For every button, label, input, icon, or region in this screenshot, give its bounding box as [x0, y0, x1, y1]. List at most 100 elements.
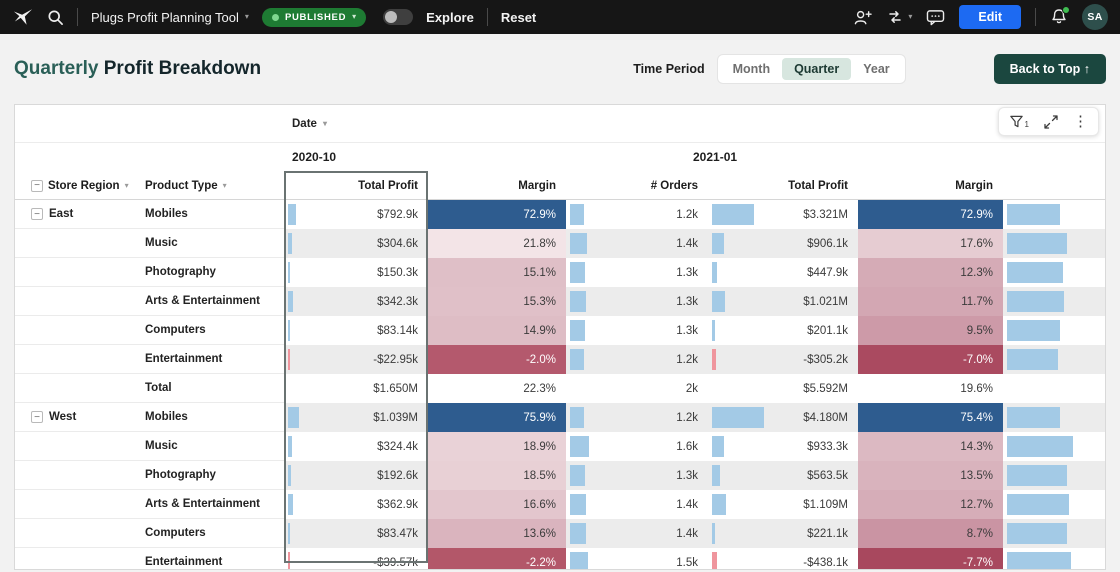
margin-cell[interactable]: 75.9%: [428, 403, 566, 432]
total-profit-cell[interactable]: $447.9k: [708, 258, 858, 287]
orders-cell[interactable]: 1.4k: [566, 519, 708, 548]
notifications-bell-icon[interactable]: [1050, 6, 1070, 26]
product-cell[interactable]: Arts & Entertainment: [141, 287, 284, 316]
explore-toggle[interactable]: [383, 9, 414, 25]
product-type-header[interactable]: Product Type ▾: [141, 172, 284, 199]
more-options-icon[interactable]: ⋮: [1073, 113, 1088, 130]
expand-icon[interactable]: [1044, 114, 1058, 129]
total-profit-cell[interactable]: $304.6k: [284, 229, 428, 258]
segment-quarter[interactable]: Quarter: [782, 58, 852, 80]
orders-cell[interactable]: 2k: [566, 374, 708, 403]
margin-cell[interactable]: 18.9%: [428, 432, 566, 461]
document-title-dropdown[interactable]: Plugs Profit Planning Tool ▾: [91, 10, 249, 25]
product-cell[interactable]: Entertainment: [141, 548, 284, 569]
orders-cell[interactable]: 1.4k: [566, 229, 708, 258]
total-profit-cell[interactable]: $342.3k: [284, 287, 428, 316]
orders-cell[interactable]: [1003, 432, 1105, 461]
orders-cell[interactable]: [1003, 200, 1105, 229]
published-badge[interactable]: PUBLISHED ▾: [261, 7, 367, 27]
orders-cell[interactable]: 1.3k: [566, 316, 708, 345]
margin-cell[interactable]: 19.6%: [858, 374, 1003, 403]
orders-cell[interactable]: [1003, 548, 1105, 569]
total-profit-cell[interactable]: $192.6k: [284, 461, 428, 490]
total-profit-header[interactable]: Total Profit: [358, 179, 418, 192]
total-profit-cell[interactable]: $1.109M: [708, 490, 858, 519]
total-profit-cell[interactable]: -$39.57k: [284, 548, 428, 569]
orders-cell[interactable]: 1.3k: [566, 287, 708, 316]
total-profit-cell[interactable]: $1.039M: [284, 403, 428, 432]
product-cell[interactable]: Mobiles: [141, 403, 284, 432]
orders-cell[interactable]: [1003, 519, 1105, 548]
margin-cell[interactable]: 22.3%: [428, 374, 566, 403]
orders-cell[interactable]: [1003, 490, 1105, 519]
orders-header[interactable]: # Orders: [650, 179, 698, 192]
margin-header[interactable]: Margin: [955, 179, 993, 192]
product-cell[interactable]: Entertainment: [141, 345, 284, 374]
margin-cell[interactable]: 72.9%: [428, 200, 566, 229]
margin-cell[interactable]: 9.5%: [858, 316, 1003, 345]
margin-cell[interactable]: -7.0%: [858, 345, 1003, 374]
filter-icon[interactable]: 1: [1009, 114, 1029, 129]
region-cell[interactable]: − West: [15, 403, 141, 432]
total-profit-cell[interactable]: $324.4k: [284, 432, 428, 461]
margin-cell[interactable]: 14.9%: [428, 316, 566, 345]
margin-cell[interactable]: 18.5%: [428, 461, 566, 490]
product-cell[interactable]: Total: [141, 374, 284, 403]
edit-button[interactable]: Edit: [959, 5, 1021, 29]
orders-cell[interactable]: [1003, 287, 1105, 316]
collapse-icon[interactable]: −: [31, 179, 43, 192]
margin-cell[interactable]: 12.7%: [858, 490, 1003, 519]
orders-cell[interactable]: 1.2k: [566, 345, 708, 374]
orders-cell[interactable]: 1.2k: [566, 403, 708, 432]
total-profit-cell[interactable]: $1.650M: [284, 374, 428, 403]
app-logo-icon[interactable]: [12, 7, 34, 27]
orders-cell[interactable]: [1003, 258, 1105, 287]
reset-button[interactable]: Reset: [500, 9, 537, 25]
total-profit-cell[interactable]: $83.14k: [284, 316, 428, 345]
margin-cell[interactable]: 72.9%: [858, 200, 1003, 229]
margin-cell[interactable]: 12.3%: [858, 258, 1003, 287]
product-cell[interactable]: Computers: [141, 316, 284, 345]
orders-cell[interactable]: [1003, 374, 1105, 403]
margin-cell[interactable]: -7.7%: [858, 548, 1003, 569]
region-cell[interactable]: − East: [15, 200, 141, 229]
orders-cell[interactable]: 1.5k: [566, 548, 708, 569]
date-column-dropdown[interactable]: Date ▾: [292, 118, 327, 130]
invite-user-icon[interactable]: [853, 9, 873, 26]
total-profit-cell[interactable]: $4.180M: [708, 403, 858, 432]
total-profit-cell[interactable]: -$305.2k: [708, 345, 858, 374]
margin-cell[interactable]: -2.0%: [428, 345, 566, 374]
orders-cell[interactable]: 1.2k: [566, 200, 708, 229]
total-profit-header[interactable]: Total Profit: [788, 179, 848, 192]
margin-cell[interactable]: 21.8%: [428, 229, 566, 258]
product-cell[interactable]: Photography: [141, 258, 284, 287]
total-profit-cell[interactable]: $5.592M: [708, 374, 858, 403]
search-icon[interactable]: [47, 9, 64, 26]
segment-month[interactable]: Month: [732, 62, 771, 76]
total-profit-cell[interactable]: $3.321M: [708, 200, 858, 229]
back-to-top-button[interactable]: Back to Top ↑: [993, 54, 1106, 84]
total-profit-cell[interactable]: $792.9k: [284, 200, 428, 229]
orders-cell[interactable]: [1003, 229, 1105, 258]
collapse-icon[interactable]: −: [31, 208, 43, 220]
margin-cell[interactable]: 15.1%: [428, 258, 566, 287]
total-profit-cell[interactable]: -$438.1k: [708, 548, 858, 569]
total-profit-cell[interactable]: $150.3k: [284, 258, 428, 287]
total-profit-cell[interactable]: -$22.95k: [284, 345, 428, 374]
segment-year[interactable]: Year: [863, 62, 890, 76]
total-profit-cell[interactable]: $201.1k: [708, 316, 858, 345]
orders-cell[interactable]: 1.3k: [566, 461, 708, 490]
margin-header[interactable]: Margin: [518, 179, 556, 192]
product-cell[interactable]: Music: [141, 432, 284, 461]
margin-cell[interactable]: 16.6%: [428, 490, 566, 519]
total-profit-cell[interactable]: $83.47k: [284, 519, 428, 548]
orders-cell[interactable]: [1003, 403, 1105, 432]
orders-cell[interactable]: [1003, 461, 1105, 490]
margin-cell[interactable]: 15.3%: [428, 287, 566, 316]
product-cell[interactable]: Photography: [141, 461, 284, 490]
avatar[interactable]: SA: [1082, 4, 1108, 30]
product-cell[interactable]: Music: [141, 229, 284, 258]
margin-cell[interactable]: -2.2%: [428, 548, 566, 569]
store-region-header[interactable]: − Store Region ▾: [15, 172, 141, 199]
orders-cell[interactable]: 1.4k: [566, 490, 708, 519]
